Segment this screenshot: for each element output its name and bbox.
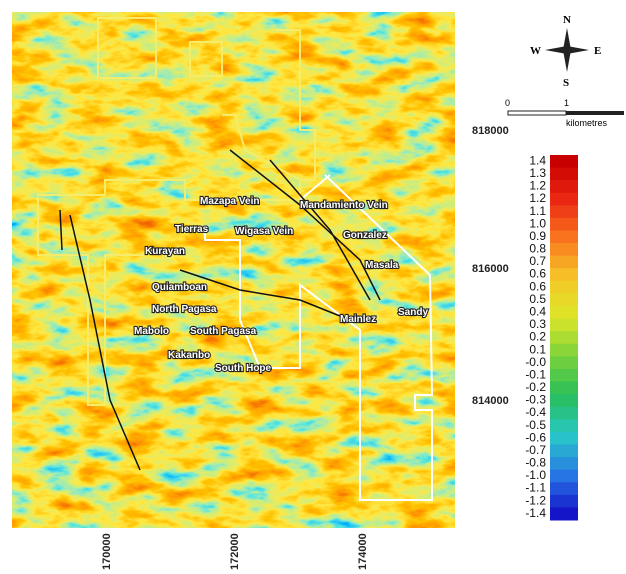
legend-swatch xyxy=(550,243,578,256)
legend-swatch xyxy=(550,193,578,206)
scale-mid: 1 xyxy=(564,98,569,108)
place-label: North Pagasa xyxy=(152,304,217,315)
place-label: Kurayan xyxy=(145,246,185,257)
color-legend: 1.41.31.21.21.11.00.90.80.70.60.60.50.40… xyxy=(525,153,578,520)
compass-west: W xyxy=(530,45,541,57)
legend-swatch xyxy=(550,419,578,432)
easting-labels: 170000 172000 174000 xyxy=(101,533,369,570)
legend-swatch xyxy=(550,407,578,420)
easting-label: 170000 xyxy=(101,533,113,570)
legend-swatch xyxy=(550,482,578,495)
legend-swatch xyxy=(550,180,578,193)
compass-north: N xyxy=(563,14,571,26)
legend-swatch xyxy=(550,331,578,344)
legend-swatch xyxy=(550,457,578,470)
northing-label: 816000 xyxy=(472,263,509,275)
legend-swatch xyxy=(550,256,578,269)
place-label: Gonzalez xyxy=(343,230,387,241)
scale-bar: 0 1 kilometres xyxy=(505,98,624,128)
legend-swatch xyxy=(550,344,578,357)
legend-swatch xyxy=(550,319,578,332)
map-figure: Mazapa Vein Mandamiento Vein Tierras Wig… xyxy=(0,0,626,574)
scale-unit: kilometres xyxy=(566,118,608,128)
place-label: South Pagasa xyxy=(190,326,257,337)
legend-swatch xyxy=(550,168,578,181)
place-label: South Hope xyxy=(215,363,272,374)
place-label: Mandamiento Vein xyxy=(300,200,388,211)
legend-swatch xyxy=(550,281,578,294)
compass-east: E xyxy=(594,45,601,57)
easting-label: 174000 xyxy=(357,533,369,570)
legend-swatch xyxy=(550,394,578,407)
easting-label: 172000 xyxy=(229,533,241,570)
legend-swatch xyxy=(550,231,578,244)
legend-label: -1.4 xyxy=(525,506,546,520)
place-label: Wigasa Vein xyxy=(235,226,293,237)
place-label: Tierras xyxy=(175,224,209,235)
compass: N S W E xyxy=(530,14,601,89)
legend-swatch xyxy=(550,444,578,457)
legend-swatch xyxy=(550,306,578,319)
place-label: Mainlez xyxy=(340,314,376,325)
legend-swatch xyxy=(550,369,578,382)
legend-swatch xyxy=(550,356,578,369)
legend-swatch xyxy=(550,293,578,306)
place-label: Mazapa Vein xyxy=(200,196,259,207)
legend-swatch xyxy=(550,205,578,218)
legend-swatch xyxy=(550,155,578,168)
legend-swatch xyxy=(550,495,578,508)
legend-swatch xyxy=(550,268,578,281)
place-label: Mabolo xyxy=(134,326,169,337)
legend-swatch xyxy=(550,507,578,520)
legend-swatch xyxy=(550,382,578,395)
northing-label: 818000 xyxy=(472,125,509,137)
place-label: Kakanbo xyxy=(168,350,210,361)
legend-swatch xyxy=(550,470,578,483)
place-label: Quiamboan xyxy=(152,282,207,293)
legend-swatch xyxy=(550,432,578,445)
place-label: Masala xyxy=(365,260,399,271)
place-label: Sandy xyxy=(398,307,428,318)
scale-start: 0 xyxy=(505,98,510,108)
northing-label: 814000 xyxy=(472,395,509,407)
legend-swatch xyxy=(550,218,578,231)
compass-south: S xyxy=(563,77,569,89)
northing-labels: 818000 816000 814000 xyxy=(472,125,509,407)
